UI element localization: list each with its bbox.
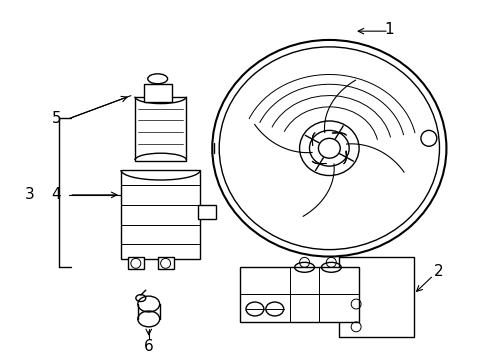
Text: 6: 6: [143, 339, 153, 354]
Bar: [240, 267, 358, 322]
Circle shape: [420, 130, 436, 146]
Text: 4: 4: [52, 188, 61, 202]
Text: 3: 3: [25, 188, 35, 202]
Text: 2: 2: [433, 264, 443, 279]
Bar: [121, 170, 200, 260]
Text: 1: 1: [383, 22, 393, 37]
Text: 5: 5: [52, 111, 61, 126]
Bar: [143, 84, 171, 102]
Bar: [198, 205, 216, 219]
Bar: [135, 96, 186, 161]
Bar: [339, 257, 413, 337]
Bar: [128, 257, 143, 269]
Bar: [157, 257, 173, 269]
